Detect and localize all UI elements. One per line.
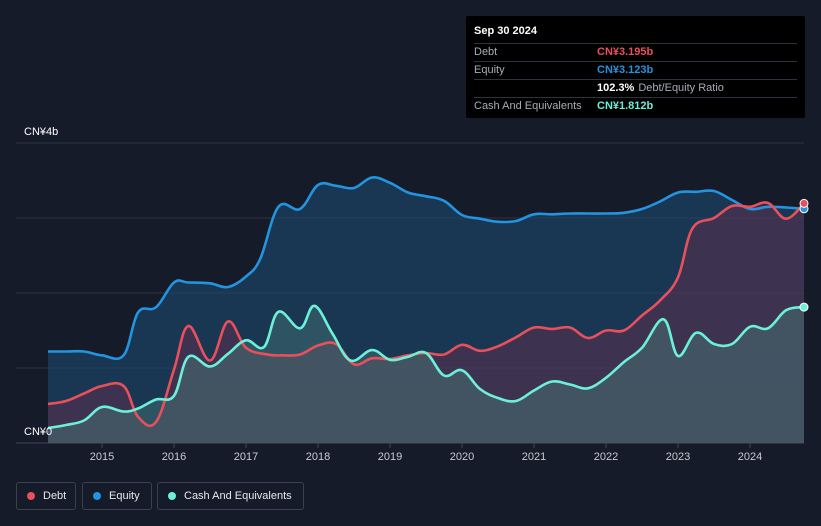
legend-label: Cash And Equivalents bbox=[184, 490, 292, 502]
tooltip-label: Cash And Equivalents bbox=[474, 100, 582, 112]
tooltip-label: Debt bbox=[474, 46, 498, 58]
legend-dot-icon bbox=[93, 492, 101, 500]
legend-item-debt[interactable]: Debt bbox=[16, 482, 76, 510]
legend-label: Debt bbox=[43, 490, 67, 502]
chart-endpoints bbox=[799, 198, 809, 312]
tooltip-ratio-suffix: Debt/Equity Ratio bbox=[638, 82, 724, 94]
legend-label: Equity bbox=[109, 490, 140, 502]
x-tick-label: 2019 bbox=[378, 451, 402, 463]
legend-item-cash[interactable]: Cash And Equivalents bbox=[157, 482, 304, 510]
x-tick-label: 2017 bbox=[234, 451, 258, 463]
x-tick-label: 2018 bbox=[306, 451, 330, 463]
line-cash-and-equivalents bbox=[47, 304, 805, 430]
x-tick-label: 2021 bbox=[522, 451, 546, 463]
tooltip-label bbox=[474, 80, 597, 97]
tooltip-label: Equity bbox=[474, 64, 505, 76]
tooltip-row-ratio: 102.3% Debt/Equity Ratio bbox=[474, 79, 797, 97]
legend-item-equity[interactable]: Equity bbox=[82, 482, 152, 510]
area-debt bbox=[48, 202, 804, 443]
tooltip-value-equity: CN¥3.123b bbox=[597, 64, 654, 76]
legend-dot-icon bbox=[27, 492, 35, 500]
tooltip-value-ratio: 102.3% bbox=[597, 82, 635, 94]
endpoint-cash-and-equivalents bbox=[799, 302, 809, 312]
area-equity bbox=[48, 177, 804, 444]
x-tick-label: 2022 bbox=[594, 451, 618, 463]
x-tick-label: 2023 bbox=[666, 451, 690, 463]
x-tick-label: 2020 bbox=[450, 451, 474, 463]
tooltip-date: Sep 30 2024 bbox=[474, 25, 537, 37]
x-tick-label: 2015 bbox=[90, 451, 114, 463]
tooltip-row-equity: Equity CN¥3.123b bbox=[474, 61, 797, 79]
line-equity bbox=[48, 176, 805, 361]
tooltip-row-cash: Cash And Equivalents CN¥1.812b bbox=[474, 97, 797, 115]
tooltip-row-debt: Debt CN¥3.195b bbox=[474, 43, 797, 61]
y-axis-top-label: CN¥4b bbox=[24, 126, 58, 138]
chart-areas bbox=[48, 177, 804, 444]
x-axis-ticks: 2015 2016 2017 2018 2019 2020 2021 2022 2023 2024 bbox=[90, 443, 762, 463]
tooltip-panel: Sep 30 2024 Debt CN¥3.195b Equity CN¥3.1… bbox=[466, 16, 805, 118]
tooltip-value-debt: CN¥3.195b bbox=[597, 46, 654, 58]
x-tick-label: 2016 bbox=[162, 451, 186, 463]
tooltip-value-cash: CN¥1.812b bbox=[597, 100, 654, 112]
legend-dot-icon bbox=[168, 492, 176, 500]
y-axis-bottom-label: CN¥0 bbox=[24, 426, 52, 438]
chart-lines bbox=[47, 176, 805, 430]
endpoint-debt bbox=[799, 198, 809, 208]
x-tick-label: 2024 bbox=[738, 451, 762, 463]
area-cash-and-equivalents bbox=[48, 305, 804, 443]
